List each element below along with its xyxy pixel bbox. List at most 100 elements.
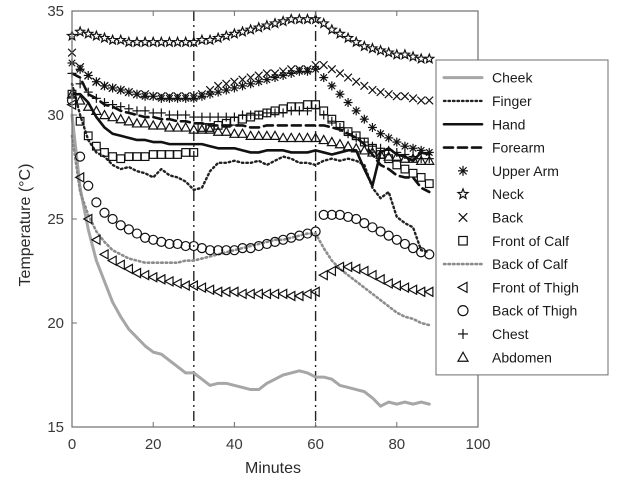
data-point-front-of-thigh <box>391 280 401 292</box>
legend-marker-back-of-thigh <box>457 305 469 317</box>
data-point-abdomen <box>261 130 273 140</box>
data-point-front-of-thigh <box>293 290 304 302</box>
data-point-back <box>173 92 182 101</box>
legend-marker-upper-arm <box>458 165 468 176</box>
data-point-back <box>181 92 190 101</box>
data-point-neck <box>187 35 200 48</box>
data-point-back <box>311 60 320 70</box>
series-chest <box>67 68 434 164</box>
data-point-upper-arm <box>327 81 337 91</box>
data-point-upper-arm <box>238 81 248 91</box>
data-point-abdomen <box>245 130 257 140</box>
legend-label-back-of-calf: Back of Calf <box>492 256 568 272</box>
data-point-front-of-thigh <box>366 269 377 281</box>
data-point-front-of-thigh <box>171 277 182 289</box>
data-point-upper-arm <box>246 79 256 89</box>
data-point-chest <box>262 108 272 118</box>
data-point-front-of-thigh <box>382 277 393 289</box>
data-point-chest <box>351 133 361 143</box>
data-point-neck <box>333 27 347 40</box>
data-point-front-of-thigh <box>204 284 215 296</box>
series-abdomen <box>66 88 435 165</box>
data-point-neck <box>220 29 233 42</box>
data-point-abdomen <box>163 121 175 132</box>
data-point-abdomen <box>326 136 338 147</box>
data-point-front-of-thigh <box>317 269 328 281</box>
x-tick-label: 20 <box>145 436 162 453</box>
data-point-upper-arm <box>189 93 199 103</box>
data-point-back <box>213 81 223 91</box>
data-point-back <box>351 77 361 86</box>
data-point-neck <box>260 19 273 31</box>
data-point-upper-arm <box>173 93 183 103</box>
data-point-upper-arm <box>294 66 304 76</box>
data-point-front-of-thigh <box>114 259 125 271</box>
data-point-neck <box>98 31 111 44</box>
data-point-front-of-thigh <box>326 265 337 277</box>
data-point-back <box>335 69 345 78</box>
data-point-abdomen <box>285 132 297 143</box>
data-point-front-of-thigh <box>98 248 109 260</box>
data-point-abdomen <box>415 155 427 165</box>
data-point-neck <box>358 39 371 52</box>
data-point-neck <box>212 31 225 44</box>
legend-label-chest: Chest <box>492 326 529 342</box>
data-point-back <box>132 89 142 99</box>
x-tick-label: 100 <box>465 436 490 453</box>
data-point-back-of-thigh <box>326 209 337 220</box>
data-point-back-of-thigh <box>107 213 118 225</box>
data-point-back <box>238 75 247 84</box>
data-point-abdomen <box>423 155 435 165</box>
series-line-cheek <box>70 113 431 408</box>
series-line-back-of-calf <box>70 134 431 327</box>
y-tick-label: 15 <box>47 419 64 436</box>
data-point-neck <box>228 27 241 40</box>
legend-label-forearm: Forearm <box>492 140 545 156</box>
data-point-abdomen <box>196 123 208 134</box>
legend: Cheek Finger Hand Forearm Upper Arm Neck Back F… <box>435 59 609 376</box>
data-point-neck <box>82 27 95 40</box>
legend-label-finger: Finger <box>492 93 532 109</box>
series-back-of-calf <box>70 134 431 327</box>
data-point-upper-arm <box>156 93 166 103</box>
data-point-back <box>295 64 304 74</box>
data-point-neck <box>382 46 395 58</box>
data-point-upper-arm <box>359 114 369 124</box>
data-point-neck <box>90 29 103 42</box>
data-point-chest <box>83 87 93 97</box>
data-point-front-of-thigh <box>277 288 288 300</box>
legend-marker-front-of-calf <box>458 235 468 246</box>
data-point-back-of-thigh <box>383 230 394 241</box>
data-point-back <box>92 77 101 86</box>
data-point-chest <box>156 108 166 118</box>
data-point-abdomen <box>334 138 346 149</box>
data-point-chest <box>311 104 321 114</box>
data-point-neck <box>342 31 355 44</box>
data-point-neck <box>366 42 379 54</box>
data-point-neck <box>236 25 249 37</box>
data-point-front-of-thigh <box>106 255 117 267</box>
data-point-back-of-thigh <box>318 209 329 220</box>
data-point-back <box>425 96 434 105</box>
data-point-chest <box>99 98 109 108</box>
data-point-upper-arm <box>75 64 85 74</box>
data-point-back-of-thigh <box>221 245 232 256</box>
legend-label-neck: Neck <box>492 186 525 202</box>
data-point-back <box>303 64 312 74</box>
data-point-upper-arm <box>197 91 207 101</box>
data-point-back-of-thigh <box>204 245 216 256</box>
data-point-back-of-thigh <box>123 224 134 235</box>
data-point-back <box>124 87 134 97</box>
legend-item-abdomen: Abdomen <box>456 349 552 365</box>
data-point-upper-arm <box>400 141 410 151</box>
legend-label-front-of-thigh: Front of Thigh <box>492 279 579 295</box>
data-point-abdomen <box>366 146 378 157</box>
data-point-upper-arm <box>376 129 386 139</box>
data-point-upper-arm <box>278 70 288 80</box>
data-point-upper-arm <box>286 68 296 78</box>
data-point-upper-arm <box>335 89 345 99</box>
series-hand <box>70 92 431 188</box>
data-point-back-of-thigh <box>399 238 411 250</box>
legend-label-front-of-calf: Front of Calf <box>492 233 569 249</box>
data-point-front-of-calf <box>189 148 199 157</box>
